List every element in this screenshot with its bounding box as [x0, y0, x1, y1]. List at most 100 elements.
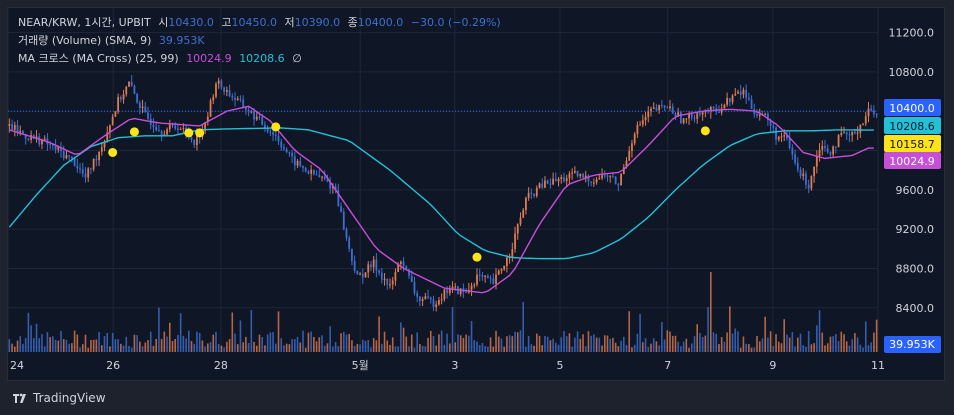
volume-bar [454, 342, 457, 352]
candle-body [764, 113, 767, 116]
candle-body [299, 160, 302, 166]
volume-bar [24, 337, 27, 352]
volume-bar [582, 334, 584, 352]
candle-body [802, 173, 805, 177]
volume-bar [370, 347, 372, 352]
candle-body [291, 152, 294, 157]
volume-bar [590, 335, 592, 352]
volume-bar [571, 346, 573, 352]
volume-bar [859, 344, 862, 352]
candle-body [731, 95, 734, 103]
volume-bar [813, 343, 815, 352]
volume-bar [739, 347, 742, 352]
candle-body [397, 263, 400, 273]
volume-bar [185, 338, 187, 352]
candle-body [660, 105, 663, 107]
candle-body [329, 181, 332, 189]
volume-bar [73, 330, 76, 352]
volume-bar [835, 334, 837, 352]
volume-bar [43, 346, 46, 352]
candle-body [334, 186, 337, 191]
candle-body [489, 277, 492, 279]
volume-bar [821, 332, 824, 352]
candle-body [666, 107, 669, 109]
volume-bar [478, 345, 481, 352]
candle-body [723, 104, 726, 109]
candle-body [312, 169, 315, 175]
candle-body [163, 134, 166, 136]
candle-body [853, 131, 856, 134]
volume-bar [171, 340, 174, 352]
volume-bar [419, 343, 421, 352]
volume-bar [400, 322, 402, 352]
candle-body [389, 284, 391, 286]
candle-body [421, 299, 424, 301]
candle-body [799, 169, 802, 177]
candle-body [546, 180, 549, 184]
candle-body [258, 116, 261, 118]
ma-cross-marker [184, 128, 194, 138]
volume-bar [416, 332, 418, 352]
volume-bar [30, 325, 32, 352]
volume-bar [459, 335, 462, 352]
candle-body [293, 156, 296, 166]
volume-bar [764, 316, 766, 352]
candle-body [378, 270, 381, 273]
candle-body [98, 151, 100, 161]
candle-body [427, 296, 429, 298]
volume-bar [688, 347, 690, 352]
candle-body [174, 125, 177, 129]
volume-bar [166, 336, 168, 352]
volume-bar [818, 310, 821, 352]
volume-bar [136, 335, 138, 352]
chart-panel[interactable] [7, 7, 945, 381]
volume-bar [565, 336, 568, 352]
candle-body [652, 107, 655, 109]
volume-bar [318, 337, 321, 352]
candle-body [617, 184, 620, 186]
tradingview-brand[interactable]: TradingView [12, 388, 106, 408]
candle-body [818, 149, 821, 157]
volume-bar [302, 330, 304, 352]
volume-bar [579, 338, 582, 352]
volume-bar [642, 342, 644, 352]
candle-body [476, 274, 478, 285]
candle-body [380, 272, 383, 280]
candle-body [851, 131, 854, 136]
candle-body [459, 288, 462, 295]
volume-bar [236, 344, 239, 352]
candle-body [253, 110, 255, 120]
price-label: 10024.9 [889, 155, 935, 168]
ma-label: MA 크로스 (MA Cross) (25, 99) [18, 52, 179, 65]
volume-bar [696, 324, 699, 352]
candle-body [451, 286, 454, 290]
volume-bar [514, 331, 516, 352]
candle-body [157, 130, 160, 132]
candle-body [280, 141, 283, 148]
candle-body [418, 296, 421, 301]
candle-body [321, 176, 323, 178]
candle-body [530, 192, 533, 194]
volume-bar [38, 338, 41, 352]
candle-body [215, 83, 217, 97]
candle-body [386, 279, 389, 285]
volume-bar [264, 345, 266, 352]
volume-bar [845, 341, 848, 352]
candle-body [323, 176, 326, 180]
volume-bar [622, 336, 625, 352]
volume-bar [321, 335, 323, 352]
volume-bar [598, 337, 601, 352]
candle-body [353, 261, 356, 271]
volume-price-label: 39.953K [889, 338, 935, 351]
candle-body [399, 261, 402, 264]
volume-bar [337, 346, 340, 352]
candle-body [486, 275, 489, 278]
volume-bar [756, 335, 758, 352]
candle-body [231, 96, 234, 98]
candle-body [337, 190, 340, 207]
candle-body [690, 113, 693, 118]
price-label: 10158.7 [889, 138, 935, 151]
volume-bar [701, 337, 704, 352]
candle-body [625, 160, 628, 168]
